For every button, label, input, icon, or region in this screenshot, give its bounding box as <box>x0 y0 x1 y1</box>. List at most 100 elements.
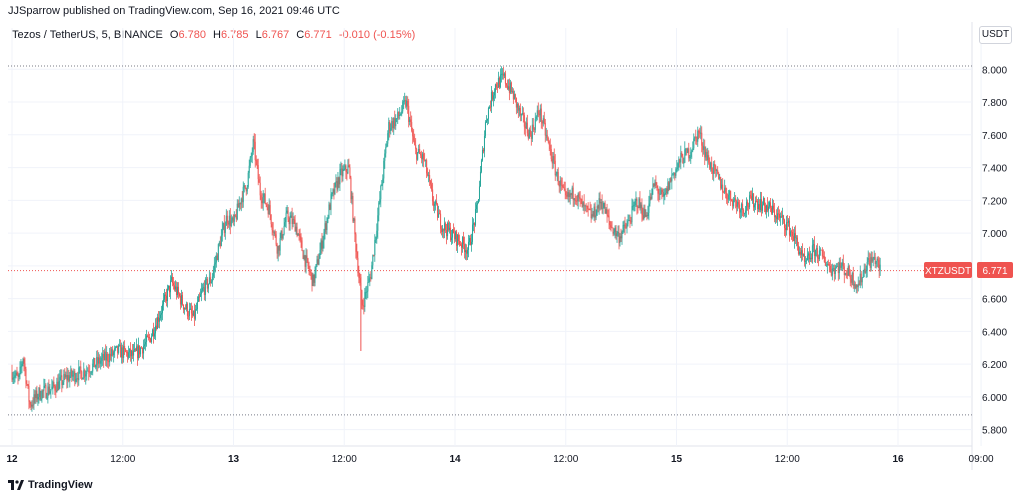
candle-body <box>313 274 315 283</box>
candle-body <box>15 372 17 376</box>
candle-body <box>238 202 240 208</box>
candle-body <box>40 398 42 400</box>
candle-body <box>16 372 18 376</box>
candle-body <box>186 303 188 316</box>
candle-body <box>133 350 135 356</box>
candle-body <box>864 268 866 273</box>
candle-body <box>526 122 528 134</box>
candle-body <box>584 205 586 207</box>
candle-body <box>241 198 243 203</box>
candle-body <box>26 383 28 385</box>
candle-body <box>675 169 677 176</box>
candle-body <box>176 286 178 296</box>
candle-body <box>161 313 163 315</box>
candle-body <box>332 189 334 193</box>
candle-body <box>615 227 617 236</box>
candle-body <box>177 286 179 294</box>
candle-body <box>412 130 414 137</box>
candle-body <box>137 346 139 359</box>
candle-body <box>855 284 857 289</box>
candle-body <box>406 100 408 107</box>
candle-body <box>294 219 296 232</box>
candle-body <box>818 250 820 259</box>
candle-body <box>242 186 244 203</box>
candle-body <box>706 151 708 161</box>
candle-body <box>659 194 661 195</box>
footer-brand[interactable]: TradingView <box>8 479 93 491</box>
candle-body <box>478 186 480 200</box>
candle-body <box>506 85 508 89</box>
candle-body <box>825 265 827 267</box>
candle-body <box>377 215 379 231</box>
time-axis[interactable]: 12 12:00 13 12:00 14 12:00 15 12:00 16 09:00 <box>6 454 994 465</box>
currency-unit-button[interactable]: USDT <box>979 26 1012 44</box>
candle-body <box>416 148 418 160</box>
candle-body <box>229 215 231 226</box>
candle-body <box>581 199 583 208</box>
candle-body <box>713 164 715 174</box>
candle-body <box>356 251 358 258</box>
y-tick-label: 6.000 <box>982 393 1007 404</box>
candle-body <box>421 155 423 160</box>
candle-body <box>869 259 871 268</box>
candle-body <box>480 160 482 172</box>
candle-body <box>417 152 419 160</box>
candle-body <box>779 216 781 218</box>
candle-body <box>12 377 14 380</box>
candle-body <box>645 215 647 217</box>
price-axis[interactable]: 5.8006.0006.2006.4006.6006.8007.0007.200… <box>982 65 1007 436</box>
candle-body <box>538 114 540 116</box>
candle-body <box>778 213 780 218</box>
candle-body <box>165 295 167 302</box>
candle-body <box>445 223 447 231</box>
candle-body <box>347 165 349 174</box>
candle-body <box>634 201 636 206</box>
candle-body <box>366 291 368 293</box>
candle-body <box>65 375 67 378</box>
candle-body <box>539 108 541 116</box>
candle-body <box>559 180 561 187</box>
candle-body <box>74 371 76 382</box>
candle-body <box>714 164 716 166</box>
candle-body <box>744 213 746 214</box>
candle-body <box>93 357 95 364</box>
candle-body <box>712 171 714 174</box>
candle-body <box>562 185 564 188</box>
candle-body <box>743 209 745 214</box>
candle-body <box>629 220 631 222</box>
candle-body <box>485 120 487 123</box>
candle-body <box>43 385 45 391</box>
candle-body <box>97 357 99 364</box>
candle-body <box>585 205 587 207</box>
candle-body <box>17 375 19 377</box>
candle-body <box>29 401 31 405</box>
candle-body <box>761 199 763 211</box>
candle-body <box>754 205 756 208</box>
candle-body <box>617 232 619 234</box>
candle-body <box>811 245 813 260</box>
candle-body <box>672 174 674 176</box>
candle-body <box>722 184 724 193</box>
candle-body <box>84 370 86 377</box>
candle-body <box>323 232 325 241</box>
candle-body <box>653 183 655 186</box>
candle-body <box>119 344 121 346</box>
candle-body <box>129 348 131 353</box>
candle-body <box>832 268 834 270</box>
candle-body <box>385 147 387 154</box>
candle-body <box>636 198 638 208</box>
candle-body <box>725 187 727 193</box>
candle-body <box>474 209 476 226</box>
candle-body <box>435 201 437 204</box>
candle-body <box>658 193 660 195</box>
candle-body <box>352 196 354 222</box>
candle-body <box>551 158 553 164</box>
candle-body <box>661 189 663 193</box>
candle-body <box>330 194 332 210</box>
candle-body <box>124 345 126 349</box>
candle-body <box>47 386 49 398</box>
candle-body <box>357 257 359 274</box>
candle-body <box>764 197 766 206</box>
candle-body <box>501 73 503 75</box>
